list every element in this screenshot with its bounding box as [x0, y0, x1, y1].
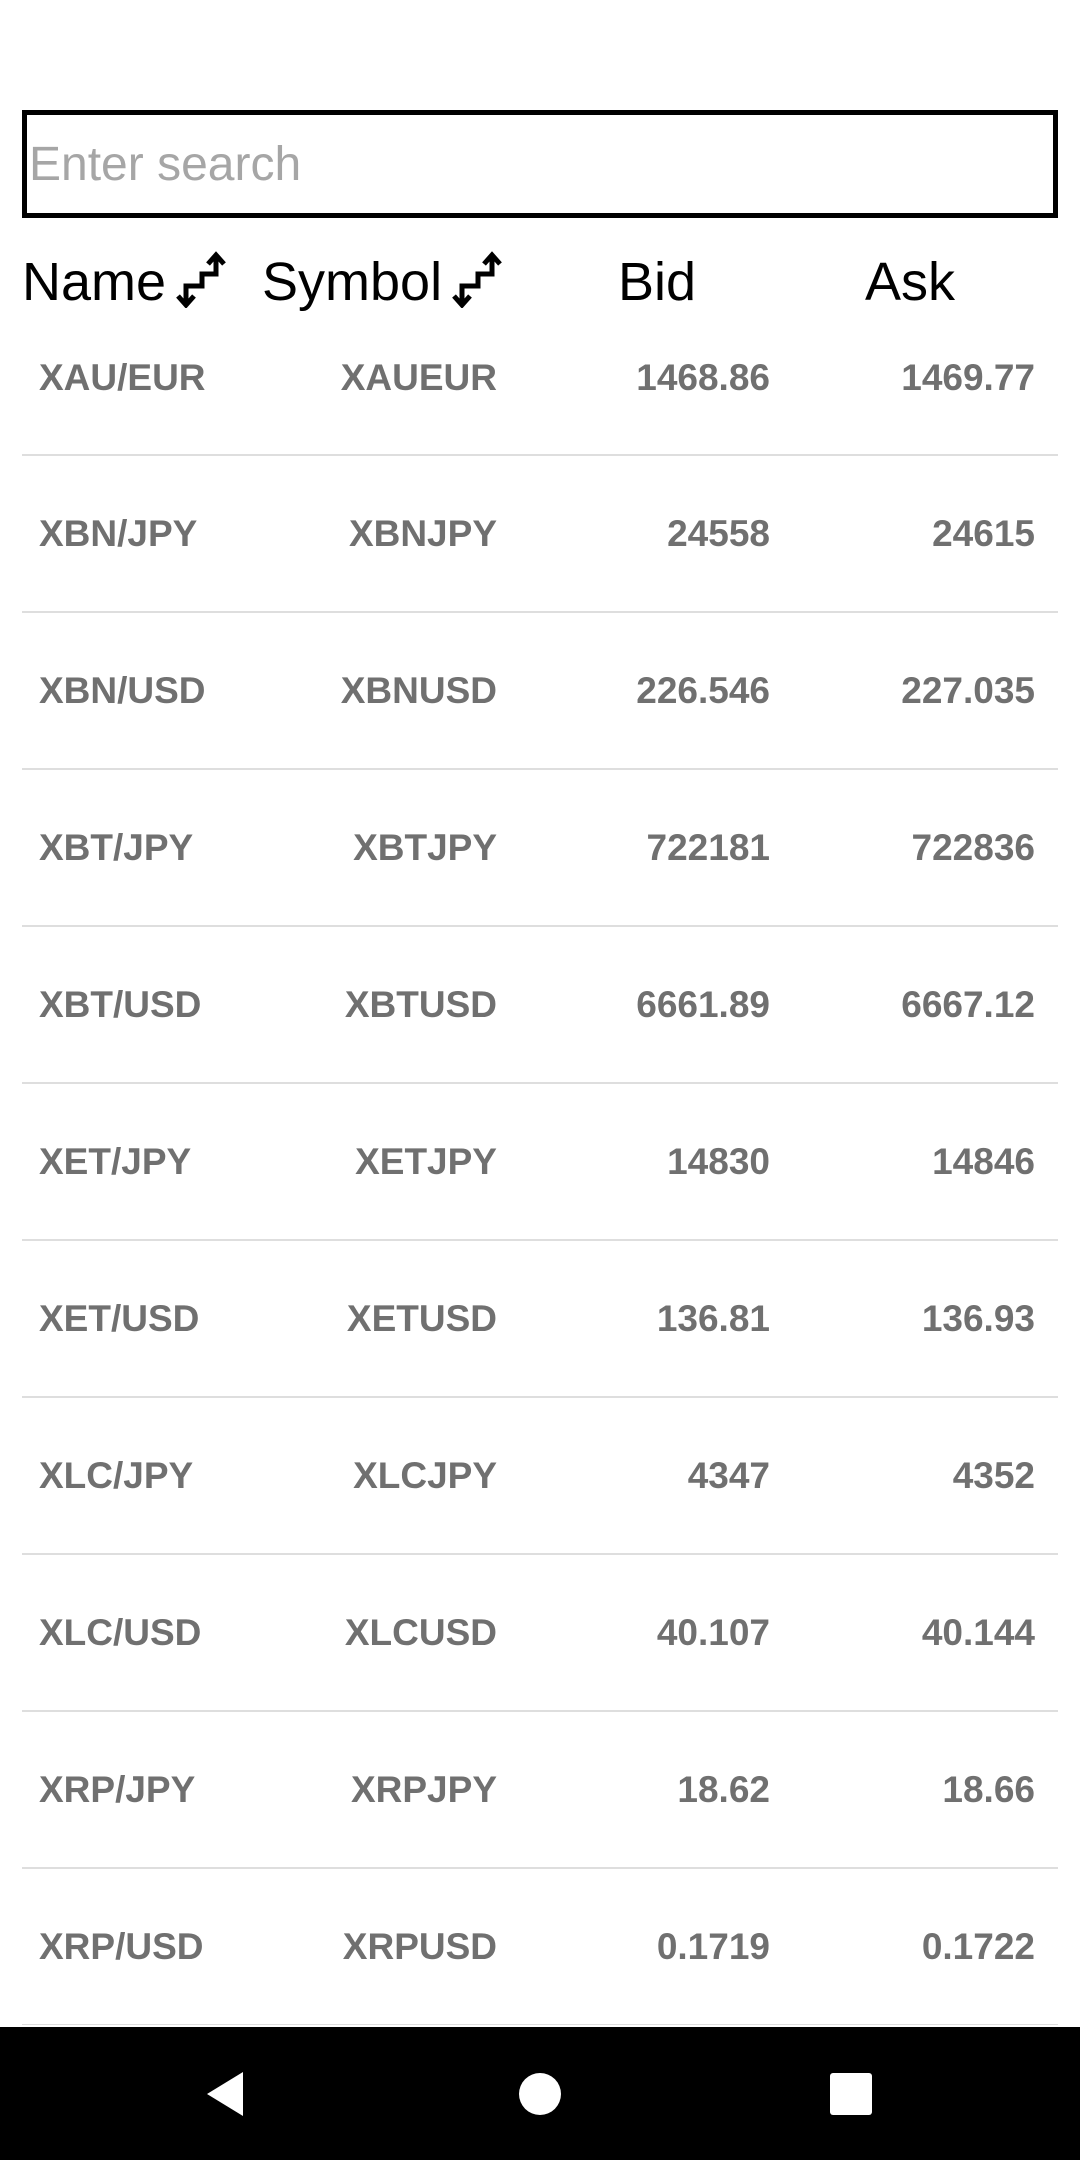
quote-list[interactable]: XAU/EUR XAUEUR 1468.86 1469.77 XBN/JPY XBNJPY…: [22, 325, 1058, 2025]
row-name: XLC/USD: [39, 1611, 202, 1653]
row-bid: 722181: [646, 826, 770, 868]
back-button[interactable]: [165, 2027, 285, 2160]
row-name: XRP/JPY: [39, 1768, 196, 1810]
ask-header-label: Ask: [864, 252, 956, 312]
row-bid: 226.546: [636, 669, 770, 711]
table-row[interactable]: XAU/EUR XAUEUR 1468.86 1469.77: [22, 325, 1058, 456]
row-name: XBT/USD: [39, 983, 202, 1025]
row-bid: 14830: [667, 1140, 770, 1182]
row-ask: 14846: [932, 1140, 1035, 1182]
table-row[interactable]: XBT/JPY XBTJPY 722181 722836: [22, 770, 1058, 927]
row-bid: 136.81: [656, 1297, 770, 1339]
row-symbol: XBNJPY: [348, 512, 497, 554]
row-symbol: XAUEUR: [340, 357, 497, 398]
row-ask: 136.93: [921, 1297, 1035, 1339]
table-row[interactable]: XBT/USD XBTUSD 6661.89 6667.12: [22, 927, 1058, 1084]
row-bid: 40.107: [656, 1611, 770, 1653]
symbol-sort-icon[interactable]: [448, 250, 506, 308]
row-ask: 227.035: [901, 669, 1035, 711]
search-box[interactable]: [22, 110, 1058, 218]
row-ask: 0.1722: [921, 1925, 1035, 1967]
bid-column-header: Bid: [547, 240, 767, 324]
symbol-header-label: Symbol: [262, 252, 443, 312]
row-symbol: XRPUSD: [342, 1925, 497, 1967]
table-row[interactable]: XRP/USD XRPUSD 0.1719 0.1722: [22, 1869, 1058, 2025]
table-row[interactable]: XBN/JPY XBNJPY 24558 24615: [22, 456, 1058, 613]
table-row[interactable]: XET/USD XETUSD 136.81 136.93: [22, 1241, 1058, 1398]
row-symbol: XBTJPY: [353, 826, 497, 868]
row-name: XET/JPY: [39, 1140, 192, 1182]
row-ask: 6667.12: [901, 983, 1035, 1025]
row-name: XBN/USD: [39, 669, 206, 711]
row-symbol: XRPJPY: [350, 1768, 497, 1810]
table-header: Name Symbol Bid Ask: [22, 240, 1058, 324]
table-row[interactable]: XET/JPY XETJPY 14830 14846: [22, 1084, 1058, 1241]
row-ask: 1469.77: [901, 357, 1035, 398]
row-symbol: XBTUSD: [344, 983, 497, 1025]
row-ask: 4352: [952, 1454, 1035, 1496]
row-name: XBN/JPY: [39, 512, 198, 554]
row-name: XLC/JPY: [39, 1454, 194, 1496]
row-bid: 0.1719: [656, 1925, 770, 1967]
row-name: XET/USD: [39, 1297, 200, 1339]
row-name: XBT/JPY: [39, 826, 194, 868]
table-row[interactable]: XBN/USD XBNUSD 226.546 227.035: [22, 613, 1058, 770]
row-ask: 40.144: [921, 1611, 1035, 1653]
row-symbol: XLCJPY: [353, 1454, 497, 1496]
table-row[interactable]: XLC/JPY XLCJPY 4347 4352: [22, 1398, 1058, 1555]
name-header-label: Name: [22, 252, 167, 312]
back-triangle-icon: [207, 2071, 243, 2116]
row-bid: 24558: [667, 512, 770, 554]
recents-square-icon: [830, 2072, 872, 2115]
row-ask: 722836: [911, 826, 1035, 868]
row-bid: 6661.89: [636, 983, 770, 1025]
row-symbol: XETJPY: [355, 1140, 497, 1182]
row-symbol: XLCUSD: [344, 1611, 497, 1653]
row-bid: 18.62: [677, 1768, 770, 1810]
row-symbol: XBNUSD: [340, 669, 497, 711]
ask-column-header: Ask: [800, 240, 1020, 324]
status-bar: [0, 0, 1080, 100]
recents-button[interactable]: [791, 2027, 911, 2160]
home-button[interactable]: [480, 2027, 600, 2160]
row-bid: 1468.86: [636, 357, 770, 398]
name-column-header[interactable]: Name: [22, 240, 230, 324]
search-input[interactable]: [27, 115, 1053, 213]
bid-header-label: Bid: [617, 252, 697, 312]
symbol-column-header[interactable]: Symbol: [262, 240, 506, 324]
row-name: XRP/USD: [39, 1925, 204, 1967]
row-bid: 4347: [687, 1454, 770, 1496]
table-row[interactable]: XLC/USD XLCUSD 40.107 40.144: [22, 1555, 1058, 1712]
table-row[interactable]: XRP/JPY XRPJPY 18.62 18.66: [22, 1712, 1058, 1869]
home-circle-icon: [519, 2072, 561, 2115]
row-ask: 24615: [932, 512, 1035, 554]
row-name: XAU/EUR: [39, 357, 206, 398]
row-symbol: XETUSD: [346, 1297, 497, 1339]
row-ask: 18.66: [942, 1768, 1035, 1810]
navigation-bar: [0, 2027, 1080, 2160]
name-sort-icon[interactable]: [172, 250, 230, 308]
